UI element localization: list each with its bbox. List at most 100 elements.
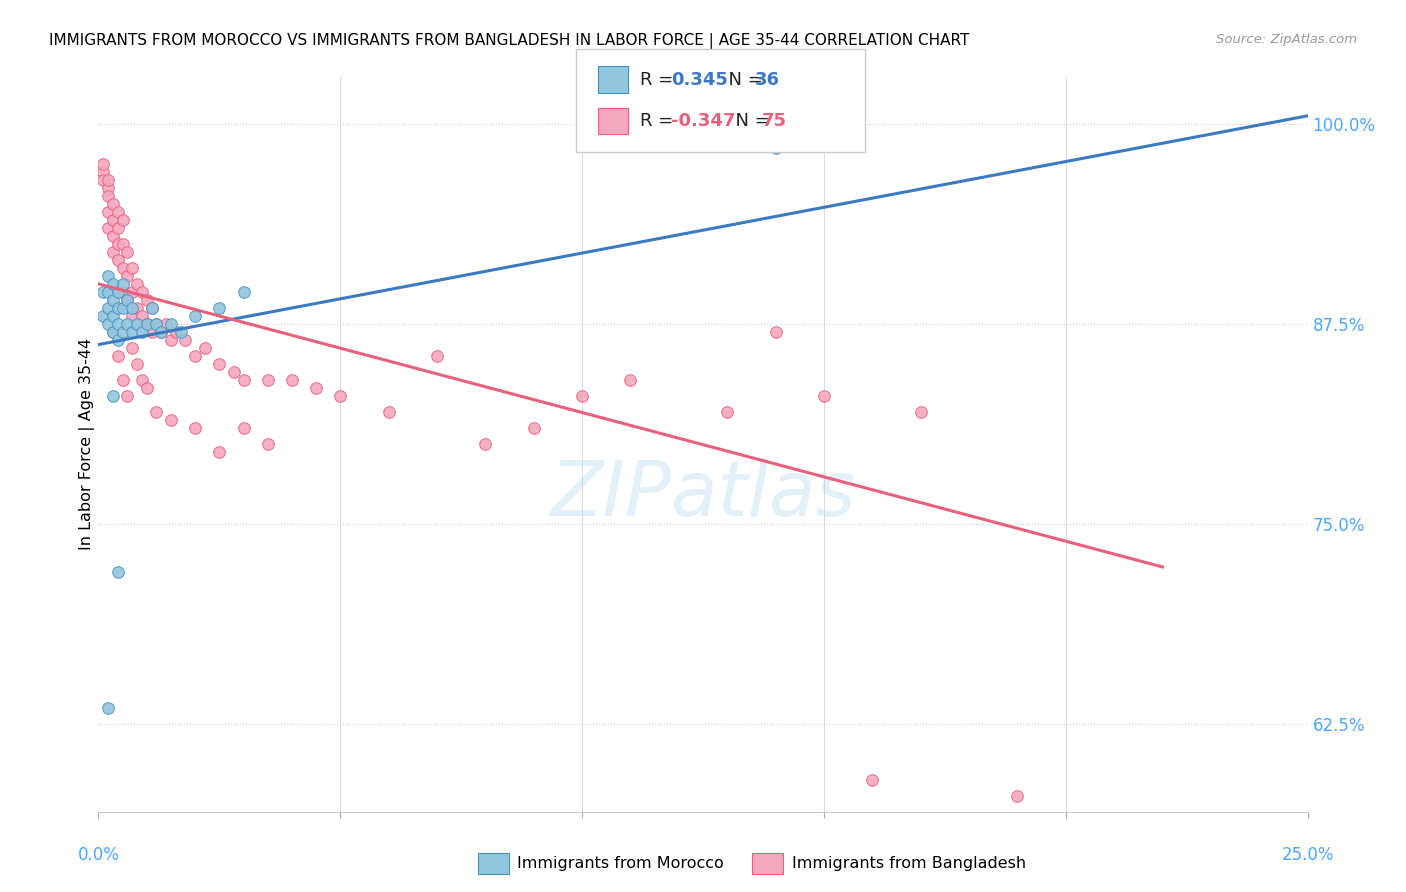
Point [121,301,143,315]
Point [127,277,149,291]
Point [131,309,153,323]
Point [101,389,124,403]
Text: Immigrants from Morocco: Immigrants from Morocco [517,856,724,871]
Point [208,357,231,371]
Point [107,285,129,299]
Point [813,389,835,403]
Point [127,317,149,331]
Point [222,365,245,379]
Point [765,325,787,339]
Point [232,373,254,387]
Point [101,309,124,323]
Point [111,301,134,315]
Point [121,285,143,299]
Point [184,349,207,363]
Point [281,373,304,387]
Point [117,244,139,259]
Point [329,389,352,403]
Point [101,244,124,259]
Point [145,405,167,419]
Point [716,405,738,419]
Point [101,325,124,339]
Point [232,421,254,435]
Point [91,285,114,299]
Point [256,436,278,450]
Point [111,285,134,299]
Point [97,301,120,315]
Point [256,373,278,387]
Point [117,389,139,403]
Point [141,325,163,339]
Point [127,357,149,371]
Point [131,285,153,299]
Point [135,381,157,395]
Point [97,268,120,283]
Text: -0.347: -0.347 [671,112,735,130]
Point [107,204,129,219]
Text: N =: N = [717,70,769,88]
Point [135,317,157,331]
Point [194,341,217,355]
Text: R =: R = [640,70,679,88]
Point [208,444,231,458]
Point [141,301,163,315]
Point [111,325,134,339]
Point [111,212,134,227]
Point [160,317,183,331]
Point [121,325,143,339]
Point [145,317,167,331]
Point [97,204,120,219]
Point [150,325,173,339]
Point [97,317,120,331]
Point [619,373,641,387]
Point [135,317,157,331]
Point [111,260,134,275]
Point [523,421,546,435]
Point [101,212,124,227]
Point [91,165,114,179]
Point [107,349,129,363]
Point [377,405,399,419]
Point [208,301,231,315]
Point [765,141,787,155]
Point [107,236,129,251]
Text: 36: 36 [755,70,780,88]
Point [117,268,139,283]
Point [91,157,114,171]
Point [184,421,207,435]
Point [232,285,254,299]
Point [117,317,139,331]
Point [107,252,129,267]
Text: IMMIGRANTS FROM MOROCCO VS IMMIGRANTS FROM BANGLADESH IN LABOR FORCE | AGE 35-44: IMMIGRANTS FROM MOROCCO VS IMMIGRANTS FR… [49,33,970,49]
Point [97,173,120,187]
Point [1007,789,1029,803]
Y-axis label: In Labor Force | Age 35-44: In Labor Force | Age 35-44 [79,338,96,549]
Point [141,301,163,315]
Point [101,325,124,339]
Point [135,293,157,307]
Point [305,381,328,395]
Point [97,189,120,203]
Point [107,333,129,347]
Point [121,341,143,355]
Point [131,373,153,387]
Text: Immigrants from Bangladesh: Immigrants from Bangladesh [792,856,1026,871]
Point [127,301,149,315]
Point [97,285,120,299]
Point [107,565,129,579]
Point [117,293,139,307]
Point [155,317,177,331]
Point [174,333,197,347]
Point [121,309,143,323]
Text: ZIPatlas: ZIPatlas [550,458,856,533]
Point [91,173,114,187]
Point [131,325,153,339]
Text: 0.0%: 0.0% [77,846,120,863]
Point [111,236,134,251]
Point [97,220,120,235]
Text: N =: N = [724,112,776,130]
Point [91,309,114,323]
Text: 0.345: 0.345 [671,70,727,88]
Point [111,277,134,291]
Point [145,317,167,331]
